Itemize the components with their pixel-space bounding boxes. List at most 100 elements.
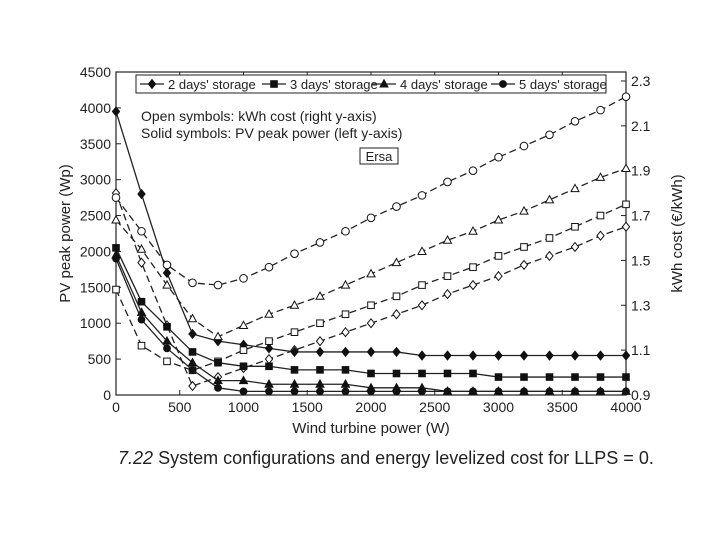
cost-point xyxy=(265,337,273,345)
legend-marker xyxy=(499,80,507,88)
pv-point xyxy=(520,387,528,396)
y-right-tick-label: 1.7 xyxy=(631,208,651,224)
legend-label: 2 days' storage xyxy=(168,77,256,92)
annotation-solid-symbols: Solid symbols: PV peak power (left y-axi… xyxy=(141,125,402,141)
y-right-tick-label: 1.9 xyxy=(631,163,651,179)
pv-point xyxy=(494,350,503,361)
cost-point xyxy=(111,214,121,224)
cost-point xyxy=(571,222,579,231)
y-right-tick-label: 1.3 xyxy=(631,297,651,313)
cost-point xyxy=(367,301,375,310)
cost-point xyxy=(341,310,350,319)
y-right-tick-label: 2.1 xyxy=(631,118,651,134)
annotations: Open symbols: kWh cost (right y-axis)Sol… xyxy=(141,108,402,165)
pv-point xyxy=(418,387,426,396)
cost-point xyxy=(315,291,325,300)
pv-point xyxy=(366,346,376,358)
cost-point xyxy=(570,117,580,126)
cost-point xyxy=(418,281,426,289)
legend-marker xyxy=(379,78,389,88)
pv-point xyxy=(264,343,274,354)
pv-point xyxy=(214,383,222,392)
pv-point xyxy=(137,188,146,200)
pv-point xyxy=(367,369,375,378)
cost-point xyxy=(494,270,503,282)
series-5-days xyxy=(111,92,631,396)
pv-point xyxy=(163,323,171,331)
legend-label: 4 days' storage xyxy=(400,77,488,92)
legend-marker xyxy=(270,80,278,88)
cost-point xyxy=(290,328,299,336)
cost-point xyxy=(570,241,580,253)
x-tick-label: 4000 xyxy=(610,399,641,415)
y-left-tick-label: 500 xyxy=(88,351,112,367)
pv-point xyxy=(520,373,528,381)
x-axis-label: Wind turbine power (W) xyxy=(292,420,450,437)
pv-point xyxy=(494,387,503,396)
cost-point xyxy=(264,262,274,272)
cost-point xyxy=(621,221,631,232)
cost-point xyxy=(392,309,401,320)
cost-point xyxy=(545,234,554,242)
pv-point xyxy=(341,387,350,396)
pv-point xyxy=(392,387,401,396)
y-right-axis-label: kWh cost (€/kWh) xyxy=(669,174,686,292)
cost-point xyxy=(519,259,529,271)
pv-point xyxy=(315,379,325,388)
series-3-days xyxy=(112,200,630,381)
pv-point xyxy=(545,387,554,396)
pv-point xyxy=(290,366,299,374)
y-right-tick-label: 0.9 xyxy=(631,387,651,403)
pv-point xyxy=(111,106,121,117)
pv-point xyxy=(418,369,426,378)
x-tick-label: 3500 xyxy=(547,399,578,415)
pv-point xyxy=(571,387,579,396)
x-tick-label: 500 xyxy=(168,399,192,415)
pv-point xyxy=(137,297,146,306)
pv-point xyxy=(417,350,427,361)
pv-point xyxy=(519,350,529,361)
pv-point xyxy=(188,328,197,340)
cost-point xyxy=(187,313,198,323)
cost-point xyxy=(315,238,325,247)
cost-point xyxy=(137,341,146,350)
cost-point xyxy=(622,200,630,209)
pv-point xyxy=(316,366,324,374)
ersa-box xyxy=(359,147,399,165)
cost-point xyxy=(468,226,478,235)
cost-point xyxy=(545,130,554,140)
cost-point xyxy=(392,202,401,211)
pv-point xyxy=(188,365,197,374)
cost-point xyxy=(596,230,605,241)
x-tick-label: 1000 xyxy=(228,399,259,415)
cost-point xyxy=(238,320,249,329)
cost-point xyxy=(315,335,325,347)
cost-point xyxy=(443,272,452,280)
legend-box xyxy=(135,74,607,94)
pv-point xyxy=(238,375,249,385)
legend-label: 3 days' storage xyxy=(290,77,378,92)
cost-point xyxy=(519,141,529,151)
cost-point xyxy=(570,183,580,193)
cost-point xyxy=(366,268,376,278)
pv-point xyxy=(239,387,248,396)
cost-point xyxy=(290,249,299,258)
cost-point xyxy=(341,327,350,338)
x-tick-label: 2500 xyxy=(419,399,450,415)
pv-point xyxy=(468,350,478,361)
cost-point xyxy=(137,226,146,236)
cost-point xyxy=(443,177,452,187)
y-left-tick-label: 1000 xyxy=(80,315,111,331)
cost-point xyxy=(494,252,503,260)
cost-point xyxy=(520,243,528,251)
cost-point xyxy=(111,193,121,202)
cost-point xyxy=(289,300,300,309)
pv-point xyxy=(469,387,477,396)
caption-number: 7.22 xyxy=(118,448,154,468)
pv-point xyxy=(341,366,350,374)
cost-point xyxy=(264,309,274,318)
pv-point xyxy=(367,387,375,396)
pv-point xyxy=(340,379,351,388)
pv-point xyxy=(239,362,248,371)
